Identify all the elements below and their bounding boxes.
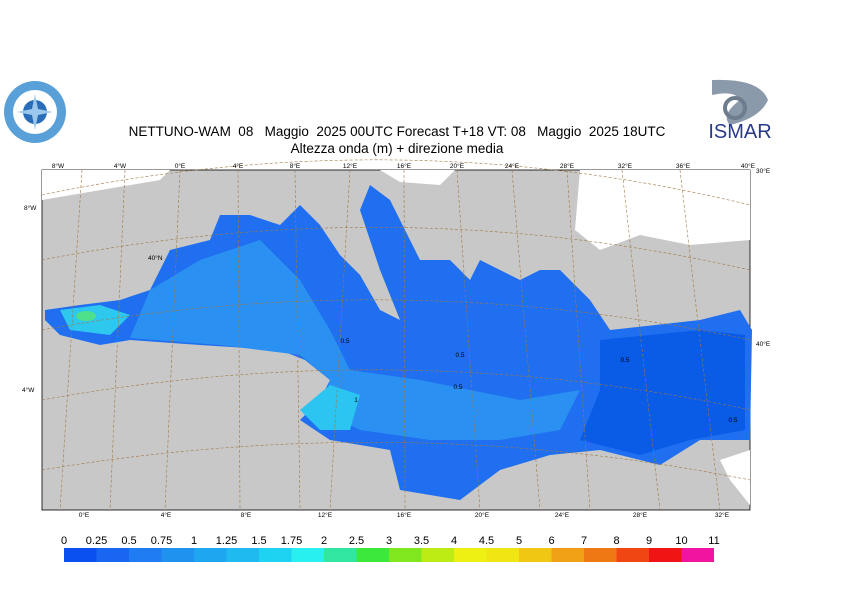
lon-label: 28°E (560, 162, 575, 170)
legend-swatch (194, 548, 227, 562)
subtitle: Altezza onda (m) + direzione media (291, 141, 504, 156)
legend-label: 1.25 (216, 535, 237, 547)
legend-swatch (486, 548, 519, 562)
legend-swatch (454, 548, 487, 562)
ismar-logo: ISMAR (708, 78, 772, 143)
lat-label: 30°E (756, 167, 771, 175)
legend-swatch (324, 548, 357, 562)
legend-label: 1.5 (251, 535, 266, 547)
legend-swatch (96, 548, 129, 562)
lon-label: 8°W (52, 162, 65, 170)
legend-label: 3.5 (414, 535, 429, 547)
lon-label: 0°E (79, 511, 90, 519)
lon-label: 20°E (450, 162, 465, 170)
legend-swatch (129, 548, 162, 562)
lon-label: 4°E (233, 162, 244, 170)
nettuno-logo (4, 81, 66, 143)
lat-label: 8°W (24, 204, 37, 212)
lat-label: 40°N (148, 254, 163, 262)
lon-label: 8°E (241, 511, 252, 519)
legend-label: 2 (321, 535, 327, 547)
legend-label: 0.5 (121, 535, 136, 547)
legend-label: 0 (61, 535, 67, 547)
lon-label: 40°E (741, 162, 756, 170)
contour-label: 1 (354, 397, 358, 404)
legend-swatch (226, 548, 259, 562)
legend-swatch (64, 548, 97, 562)
legend-swatch (389, 548, 422, 562)
legend-label: 0.25 (86, 535, 107, 547)
legend-label: 7 (581, 535, 587, 547)
legend-label: 5 (516, 535, 522, 547)
contour-label: 0.5 (453, 384, 462, 391)
legend-label: 4 (451, 535, 457, 547)
map (41, 159, 752, 511)
lon-label: 32°E (618, 162, 633, 170)
lon-label: 20°E (475, 511, 490, 519)
legend-label: 8 (613, 535, 619, 547)
lon-label: 4°E (161, 511, 172, 519)
legend-swatch (356, 548, 389, 562)
legend-swatch (161, 548, 194, 562)
lat-label: 4°W (22, 386, 35, 394)
legend-label: 6 (548, 535, 554, 547)
contour-label: 0.5 (340, 338, 349, 345)
lon-label: 28°E (633, 511, 648, 519)
legend-label: 4.5 (479, 535, 494, 547)
lon-label: 4°W (114, 162, 127, 170)
legend-swatch (584, 548, 617, 562)
legend-swatch (519, 548, 552, 562)
legend-label: 1 (191, 535, 197, 547)
legend-swatch (421, 548, 454, 562)
legend-swatch (551, 548, 584, 562)
legend-label: 9 (646, 535, 652, 547)
legend-swatch (291, 548, 324, 562)
lon-label: 36°E (676, 162, 691, 170)
lon-label: 12°E (343, 162, 358, 170)
legend-label: 2.5 (349, 535, 364, 547)
lon-label: 24°E (505, 162, 520, 170)
logo-text: ISMAR (708, 121, 771, 143)
legend-swatch (616, 548, 649, 562)
lon-label: 0°E (175, 162, 186, 170)
title: NETTUNO-WAM 08 Maggio 2025 00UTC Forecas… (129, 124, 666, 139)
legend-label: 1.75 (281, 535, 302, 547)
legend-label: 10 (675, 535, 687, 547)
legend-label: 11 (708, 535, 719, 547)
lon-label: 12°E (318, 511, 333, 519)
lon-label: 32°E (715, 511, 730, 519)
legend-swatch (649, 548, 682, 562)
contour-label: 0.5 (455, 352, 464, 359)
contour-label: 0.5 (620, 357, 629, 364)
lon-label: 8°E (290, 162, 301, 170)
lat-label: 40°E (756, 340, 771, 348)
legend-label: 0.75 (151, 535, 172, 547)
contour-label: 0.5 (728, 417, 737, 424)
legend-swatch (681, 548, 714, 562)
legend-swatch (259, 548, 292, 562)
legend-label: 3 (386, 535, 392, 547)
lon-label: 16°E (397, 511, 412, 519)
lon-label: 24°E (555, 511, 570, 519)
lon-label: 16°E (397, 162, 412, 170)
